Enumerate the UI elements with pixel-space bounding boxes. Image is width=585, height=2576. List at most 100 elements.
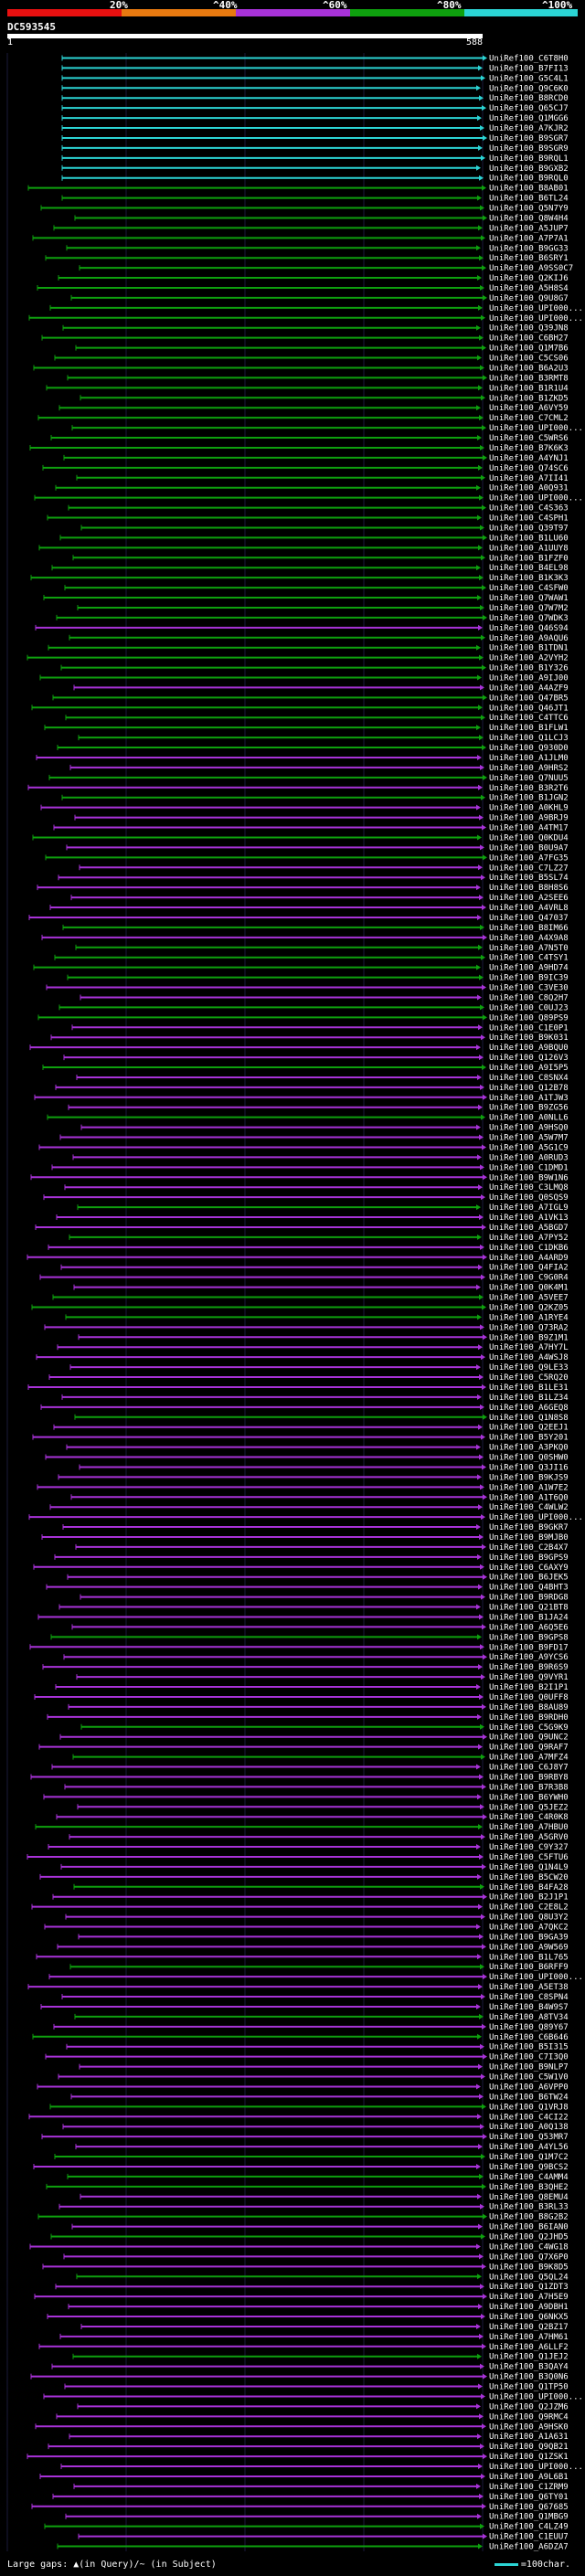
hit-id-link[interactable]: UniRef100_Q1MGG6 [489,114,569,123]
hit-id-link[interactable]: UniRef100_C1DKB6 [489,1244,569,1253]
hit-id-link[interactable]: UniRef100_B7K6K3 [489,444,569,453]
hit-id-link[interactable]: UniRef100_A9HD74 [489,964,569,973]
hit-id-link[interactable]: UniRef100_Q2EEJ1 [489,1424,569,1433]
hit-id-link[interactable]: UniRef100_UPI000... [489,2463,583,2472]
hit-id-link[interactable]: UniRef100_B9RQL0 [489,175,569,184]
hit-id-link[interactable]: UniRef100_B1FZF0 [489,554,569,563]
hit-id-link[interactable]: UniRef100_B1TDN1 [489,644,569,653]
hit-id-link[interactable]: UniRef100_B9NLP7 [489,2063,569,2072]
hit-id-link[interactable]: UniRef100_B5SL74 [489,874,569,883]
hit-id-link[interactable]: UniRef100_B1ZKD5 [489,394,569,403]
hit-id-link[interactable]: UniRef100_A5GRV0 [489,1833,569,1842]
hit-id-link[interactable]: UniRef100_C2B4X7 [489,1543,569,1553]
hit-id-link[interactable]: UniRef100_Q1ZDT3 [489,2283,569,2292]
hit-id-link[interactable]: UniRef100_A5JUP7 [489,224,569,233]
hit-id-link[interactable]: UniRef100_A7P7A1 [489,234,569,243]
hit-id-link[interactable]: UniRef100_Q46JT1 [489,704,569,713]
hit-id-link[interactable]: UniRef100_B9W1N6 [489,1173,569,1182]
hit-id-link[interactable]: UniRef100_B8RCD0 [489,94,569,103]
hit-id-link[interactable]: UniRef100_UPI000... [489,2392,583,2401]
hit-id-link[interactable]: UniRef100_B9SGR7 [489,134,569,143]
hit-id-link[interactable]: UniRef100_Q0KDU4 [489,833,569,843]
hit-id-link[interactable]: UniRef100_B9K031 [489,1034,569,1043]
hit-id-link[interactable]: UniRef100_Q5JEZ2 [489,1803,569,1812]
hit-id-link[interactable]: UniRef100_B9GA39 [489,1933,569,1942]
hit-id-link[interactable]: UniRef100_Q1N4L9 [489,1863,569,1872]
hit-id-link[interactable]: UniRef100_A5BGD7 [489,1224,569,1233]
hit-id-link[interactable]: UniRef100_A9AQU6 [489,634,569,643]
hit-id-link[interactable]: UniRef100_UPI000... [489,1513,583,1522]
hit-id-link[interactable]: UniRef100_Q47037 [489,914,569,923]
hit-id-link[interactable]: UniRef100_Q9U8G7 [489,294,569,303]
hit-id-link[interactable]: UniRef100_B9KJS9 [489,1473,569,1482]
hit-id-link[interactable]: UniRef100_A6VPP0 [489,2083,569,2092]
hit-id-link[interactable]: UniRef100_Q9VYR1 [489,1673,569,1682]
hit-id-link[interactable]: UniRef100_B9FD17 [489,1643,569,1652]
hit-id-link[interactable]: UniRef100_B6TW24 [489,2093,569,2102]
hit-id-link[interactable]: UniRef100_A1VK13 [489,1214,569,1223]
hit-id-link[interactable]: UniRef100_Q5QL24 [489,2273,569,2282]
hit-id-link[interactable]: UniRef100_C6B646 [489,2033,569,2042]
hit-id-link[interactable]: UniRef100_Q65CJ7 [489,104,569,113]
hit-id-link[interactable]: UniRef100_C8Q2H7 [489,993,569,1002]
hit-id-link[interactable]: UniRef100_B9RDH0 [489,1713,569,1723]
hit-id-link[interactable]: UniRef100_C5WRS6 [489,434,569,443]
hit-id-link[interactable]: UniRef100_Q6TY01 [489,2493,569,2502]
hit-id-link[interactable]: UniRef100_Q7X6P0 [489,2253,569,2262]
hit-id-link[interactable]: UniRef100_B9ZG56 [489,1104,569,1113]
hit-id-link[interactable]: UniRef100_C5G9K9 [489,1723,569,1733]
hit-id-link[interactable]: UniRef100_A4TM17 [489,824,569,833]
hit-id-link[interactable]: UniRef100_B6A2U3 [489,364,569,373]
hit-id-link[interactable]: UniRef100_A1W7E2 [489,1483,569,1492]
hit-id-link[interactable]: UniRef100_B5CW20 [489,1873,569,1882]
hit-id-link[interactable]: UniRef100_B3Q0N6 [489,2373,569,2382]
hit-id-link[interactable]: UniRef100_A5H8S4 [489,284,569,293]
hit-id-link[interactable]: UniRef100_G5C4L1 [489,74,569,83]
hit-id-link[interactable]: UniRef100_Q0SQS9 [489,1193,569,1203]
hit-id-link[interactable]: UniRef100_A1TJW3 [489,1094,569,1103]
hit-id-link[interactable]: UniRef100_Q73RA2 [489,1323,569,1332]
hit-id-link[interactable]: UniRef100_C1EUU7 [489,2533,569,2542]
hit-id-link[interactable]: UniRef100_C4SFW0 [489,584,569,593]
hit-id-link[interactable]: UniRef100_C6T8H0 [489,54,569,63]
hit-id-link[interactable]: UniRef100_Q7W7M2 [489,604,569,613]
hit-id-link[interactable]: UniRef100_A9IJ00 [489,674,569,684]
hit-id-link[interactable]: UniRef100_C3VE30 [489,984,569,993]
hit-id-link[interactable]: UniRef100_UPI000... [489,314,583,323]
hit-id-link[interactable]: UniRef100_A4X9A8 [489,934,569,943]
hit-id-link[interactable]: UniRef100_C7LZ27 [489,864,569,873]
hit-id-link[interactable]: UniRef100_Q1TP50 [489,2383,569,2392]
hit-id-link[interactable]: UniRef100_Q1VRJ8 [489,2103,569,2112]
hit-id-link[interactable]: UniRef100_B2I1P1 [489,1683,569,1692]
hit-id-link[interactable]: UniRef100_A2SEE6 [489,894,569,903]
hit-id-link[interactable]: UniRef100_Q9LE33 [489,1363,569,1373]
hit-id-link[interactable]: UniRef100_B9RBY8 [489,1773,569,1782]
hit-id-link[interactable]: UniRef100_Q0K4M1 [489,1284,569,1293]
hit-id-link[interactable]: UniRef100_A6Q5E6 [489,1623,569,1632]
hit-id-link[interactable]: UniRef100_C4WG18 [489,2242,569,2252]
hit-id-link[interactable]: UniRef100_B1JGN2 [489,794,569,803]
hit-id-link[interactable]: UniRef100_C4LZ49 [489,2523,569,2532]
hit-id-link[interactable]: UniRef100_A7II41 [489,474,569,483]
hit-id-link[interactable]: UniRef100_C6BH27 [489,334,569,344]
hit-id-link[interactable]: UniRef100_B1Y326 [489,664,569,673]
hit-id-link[interactable]: UniRef100_C0UJ23 [489,1003,569,1012]
hit-id-link[interactable]: UniRef100_Q39JN8 [489,324,569,334]
hit-id-link[interactable]: UniRef100_UPI000... [489,424,583,433]
hit-id-link[interactable]: UniRef100_A6DZA7 [489,2543,569,2552]
hit-id-link[interactable]: UniRef100_A1A631 [489,2433,569,2442]
hit-id-link[interactable]: UniRef100_A1UUY8 [489,544,569,553]
hit-id-link[interactable]: UniRef100_A7HBU0 [489,1823,569,1832]
hit-id-link[interactable]: UniRef100_Q9RMC4 [489,2412,569,2422]
hit-id-link[interactable]: UniRef100_A4VRL8 [489,904,569,913]
hit-id-link[interactable]: UniRef100_B1R1U4 [489,384,569,393]
hit-id-link[interactable]: UniRef100_A7N5T0 [489,944,569,953]
hit-id-link[interactable]: UniRef100_B9K8D5 [489,2263,569,2272]
hit-id-link[interactable]: UniRef100_A9L6B1 [489,2473,569,2482]
hit-id-link[interactable]: UniRef100_A7IGL9 [489,1203,569,1213]
hit-id-link[interactable]: UniRef100_B6TL24 [489,195,569,204]
hit-id-link[interactable]: UniRef100_C4TSY1 [489,954,569,963]
hit-id-link[interactable]: UniRef100_B6IAN0 [489,2223,569,2232]
hit-id-link[interactable]: UniRef100_Q1M7B6 [489,345,569,354]
hit-id-link[interactable]: UniRef100_Q1LCJ3 [489,734,569,743]
